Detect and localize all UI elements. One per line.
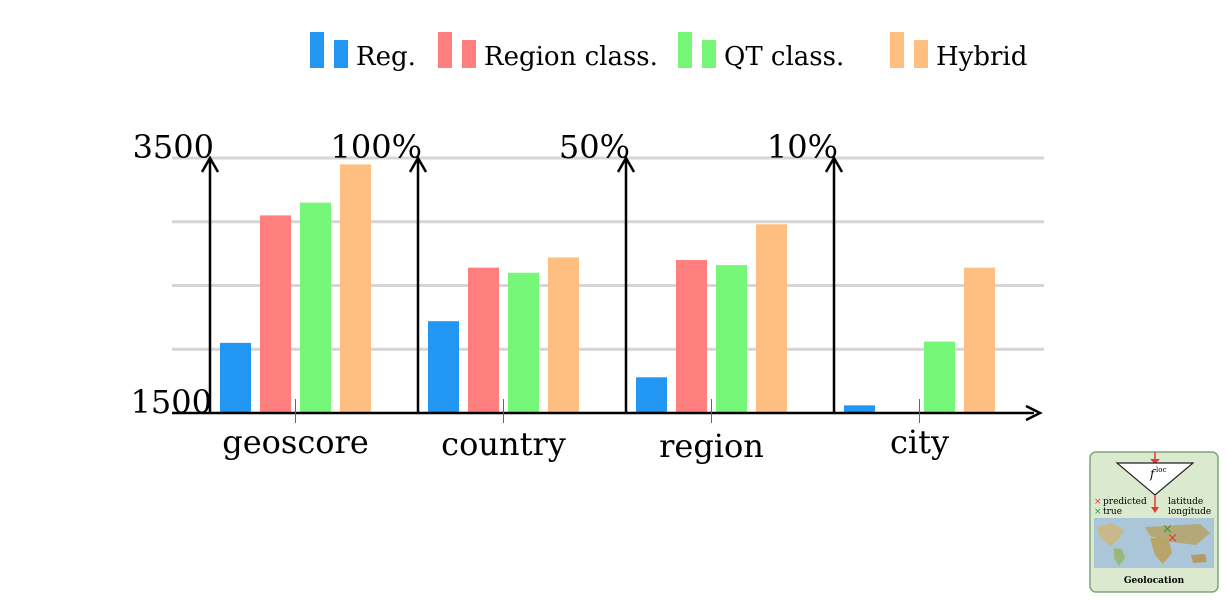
- map-australia: [1191, 554, 1207, 563]
- legend-label: QT class.: [724, 42, 844, 72]
- bar-regionclass: [676, 260, 707, 413]
- legend-swatch: [890, 32, 904, 68]
- bar-qtclass: [716, 265, 747, 413]
- legend-label: Hybrid: [936, 42, 1027, 72]
- y-axis-arrow: [408, 155, 428, 173]
- legend-swatch: [438, 32, 452, 68]
- labels: 3500 1500 geoscore 100% country 50% region 10% c…: [131, 128, 949, 465]
- legend: Reg. Region class. QT class. Hybrid: [310, 32, 1027, 72]
- map-south-america: [1114, 548, 1125, 566]
- model-superscript: loc: [1156, 466, 1166, 474]
- input-arrow-head: [1150, 459, 1160, 464]
- y-axis-arrow: [616, 155, 636, 173]
- legend-swatch: [462, 40, 476, 68]
- legend-swatch: [678, 32, 692, 68]
- bar-reg: [220, 342, 251, 413]
- true-location-icon: ×: [1162, 522, 1173, 537]
- y-axis-arrow: [824, 155, 844, 173]
- bar-reg: [636, 377, 667, 413]
- predicted-marker-icon: ×: [1094, 497, 1102, 507]
- output-longitude: longitude: [1168, 507, 1211, 517]
- legend-predicted: predicted: [1103, 497, 1147, 507]
- true-marker-icon: ×: [1094, 507, 1102, 517]
- bar-reg: [844, 405, 875, 413]
- output-latitude: latitude: [1168, 497, 1203, 507]
- legend-swatch: [914, 40, 928, 68]
- bar-hybrid: [548, 257, 579, 413]
- bar-hybrid: [756, 224, 787, 413]
- x-axis-arrow: [1025, 404, 1043, 422]
- x-tick-label: country: [441, 425, 566, 463]
- axes: [172, 155, 1043, 423]
- geolocation-inset: f loc × predicted × true latitude longit…: [1089, 451, 1219, 593]
- model-triangle: [1115, 462, 1195, 496]
- bar-regionclass: [468, 267, 499, 413]
- output-arrow-head: [1151, 507, 1159, 513]
- world-map: [1094, 518, 1214, 568]
- x-tick-label: region: [659, 427, 764, 465]
- bar-hybrid: [340, 164, 371, 413]
- bar-regionclass: [260, 215, 291, 413]
- bar-qtclass: [508, 272, 539, 413]
- y-axis-arrow: [200, 155, 220, 173]
- bars: [220, 164, 995, 413]
- y-axis-bottom-label: 1500: [131, 383, 212, 421]
- map-africa: [1150, 538, 1172, 564]
- bar-qtclass: [300, 202, 331, 413]
- map-north-america: [1097, 523, 1124, 546]
- y-axis-top-label: 3500: [133, 128, 214, 166]
- x-tick-label: city: [890, 423, 949, 461]
- bar-hybrid: [964, 267, 995, 413]
- y-axis-top-label: 50%: [559, 128, 630, 166]
- legend-label: Reg.: [356, 42, 416, 72]
- inset-caption: Geolocation: [1124, 576, 1185, 586]
- bar-reg: [428, 321, 459, 413]
- x-tick-label: geoscore: [222, 423, 369, 461]
- legend-label: Region class.: [484, 42, 658, 72]
- legend-swatch: [310, 32, 324, 68]
- model-symbol: f: [1149, 467, 1157, 481]
- legend-swatch: [334, 40, 348, 68]
- bar-qtclass: [924, 341, 955, 413]
- y-axis-top-label: 100%: [331, 128, 422, 166]
- legend-swatch: [702, 40, 716, 68]
- legend-true: true: [1103, 507, 1122, 517]
- y-axis-top-label: 10%: [767, 128, 838, 166]
- map-eurasia: [1145, 524, 1210, 545]
- predicted-location-icon: ×: [1167, 531, 1178, 546]
